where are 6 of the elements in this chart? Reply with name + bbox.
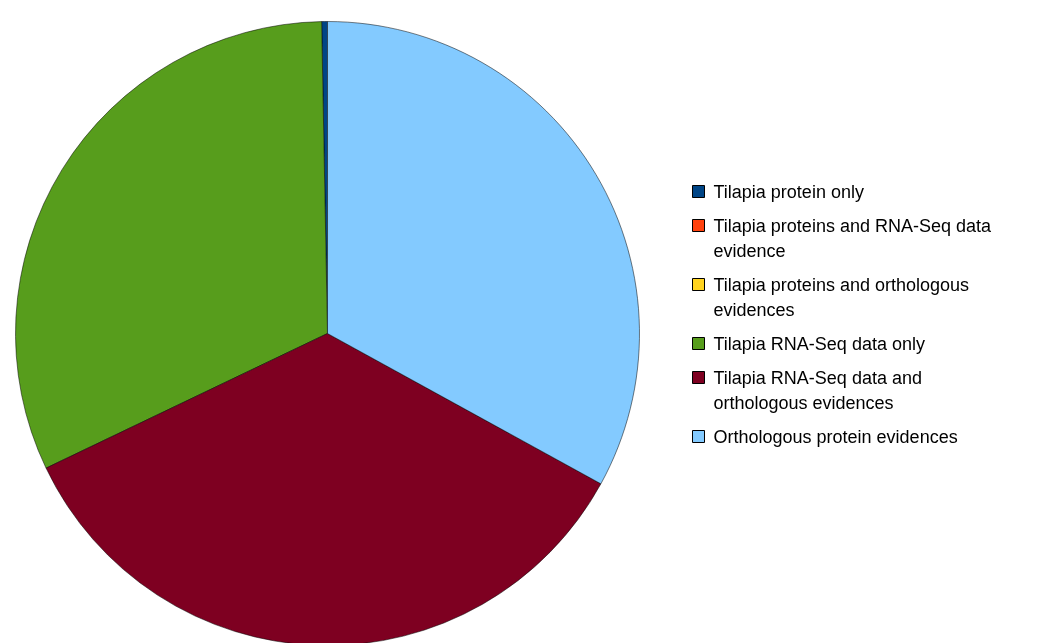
legend-label: Orthologous protein evidences [713,426,958,447]
legend-label: Tilapia protein only [713,181,864,202]
legend-label: Tilapia proteins and RNA-Seq data evidence [713,215,992,261]
legend-label: Tilapia RNA-Seq data and orthologous evidences [713,367,922,413]
legend-label: Tilapia RNA-Seq data only [713,333,925,354]
legend-label: Tilapia proteins and orthologous evidences [713,274,969,320]
